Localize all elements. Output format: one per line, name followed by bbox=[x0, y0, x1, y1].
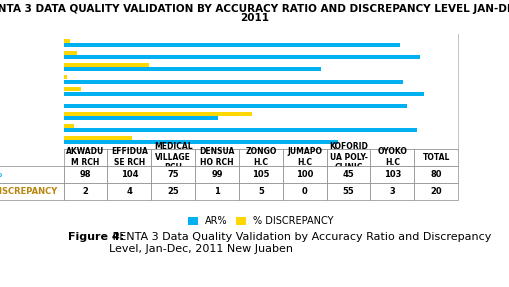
Text: Figure 4:: Figure 4: bbox=[68, 232, 124, 242]
Bar bbox=[64, 43, 400, 47]
Legend: AR%, % DISCREPANCY: AR%, % DISCREPANCY bbox=[187, 216, 335, 227]
Bar bbox=[64, 116, 218, 120]
Bar bbox=[64, 75, 67, 79]
Bar bbox=[64, 55, 420, 59]
Text: 2011: 2011 bbox=[240, 13, 269, 23]
Bar bbox=[64, 88, 81, 91]
Bar bbox=[64, 136, 132, 140]
Bar bbox=[64, 79, 403, 84]
Bar bbox=[64, 39, 70, 43]
Bar bbox=[64, 63, 149, 67]
Bar bbox=[64, 104, 407, 108]
Text: PENTA 3 Data Quality Validation by Accuracy Ratio and Discrepancy
Level, Jan-Dec: PENTA 3 Data Quality Validation by Accur… bbox=[109, 232, 491, 253]
Bar bbox=[64, 124, 74, 128]
Bar bbox=[64, 112, 252, 116]
Bar bbox=[64, 140, 338, 144]
Bar bbox=[64, 92, 424, 96]
Bar bbox=[64, 67, 321, 71]
Bar bbox=[64, 51, 77, 55]
Bar bbox=[64, 128, 417, 132]
Text: PENTA 3 DATA QUALITY VALIDATION BY ACCURACY RATIO AND DISCREPANCY LEVEL JAN-DEC,: PENTA 3 DATA QUALITY VALIDATION BY ACCUR… bbox=[0, 4, 509, 14]
